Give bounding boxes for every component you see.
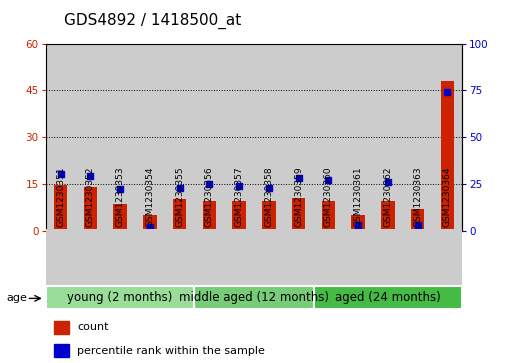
Bar xyxy=(46,229,76,285)
Bar xyxy=(373,229,403,285)
Text: age: age xyxy=(6,293,27,303)
Point xyxy=(86,174,94,179)
Text: percentile rank within the sample: percentile rank within the sample xyxy=(77,346,265,356)
Bar xyxy=(46,44,76,231)
Bar xyxy=(54,185,67,231)
Bar xyxy=(313,229,343,285)
Point xyxy=(295,175,303,181)
Bar xyxy=(76,229,105,285)
Text: middle aged (12 months): middle aged (12 months) xyxy=(179,291,329,304)
FancyBboxPatch shape xyxy=(46,286,195,309)
Point xyxy=(384,179,392,185)
FancyBboxPatch shape xyxy=(313,286,462,309)
Point xyxy=(265,185,273,191)
Bar xyxy=(165,229,195,285)
Bar xyxy=(322,201,335,231)
Bar xyxy=(432,44,462,231)
Bar xyxy=(284,44,313,231)
Bar xyxy=(135,229,165,285)
Bar xyxy=(381,201,395,231)
Bar xyxy=(343,229,373,285)
Bar xyxy=(54,321,69,334)
Point xyxy=(414,222,422,228)
Bar xyxy=(292,198,305,231)
Point xyxy=(176,185,184,191)
Point xyxy=(235,183,243,188)
Point xyxy=(324,177,332,183)
Text: aged (24 months): aged (24 months) xyxy=(335,291,441,304)
Bar xyxy=(195,44,224,231)
Text: count: count xyxy=(77,322,109,332)
Point xyxy=(354,222,362,228)
Bar xyxy=(403,44,432,231)
Bar xyxy=(262,201,275,231)
Bar xyxy=(165,44,195,231)
FancyBboxPatch shape xyxy=(195,286,313,309)
Bar xyxy=(76,44,105,231)
Text: GDS4892 / 1418500_at: GDS4892 / 1418500_at xyxy=(64,13,241,29)
Bar xyxy=(203,201,216,231)
Point xyxy=(443,89,452,95)
Bar xyxy=(135,44,165,231)
Bar xyxy=(105,44,135,231)
Bar xyxy=(54,344,69,357)
Bar xyxy=(84,187,97,231)
Point xyxy=(205,181,213,187)
Bar xyxy=(195,229,224,285)
Point xyxy=(146,224,154,230)
Bar xyxy=(224,44,254,231)
Bar xyxy=(373,44,403,231)
Bar xyxy=(403,229,432,285)
Bar xyxy=(173,199,186,231)
Bar xyxy=(411,209,424,231)
Text: young (2 months): young (2 months) xyxy=(68,291,173,304)
Bar xyxy=(343,44,373,231)
Bar xyxy=(105,229,135,285)
Point xyxy=(116,187,124,192)
Bar xyxy=(113,204,127,231)
Bar xyxy=(233,201,246,231)
Bar xyxy=(143,215,156,231)
Bar xyxy=(254,229,284,285)
Bar xyxy=(224,229,254,285)
Bar xyxy=(432,229,462,285)
Bar xyxy=(313,44,343,231)
Bar xyxy=(352,215,365,231)
Bar xyxy=(441,81,454,231)
Bar xyxy=(254,44,284,231)
Bar xyxy=(284,229,313,285)
Point xyxy=(56,171,65,177)
